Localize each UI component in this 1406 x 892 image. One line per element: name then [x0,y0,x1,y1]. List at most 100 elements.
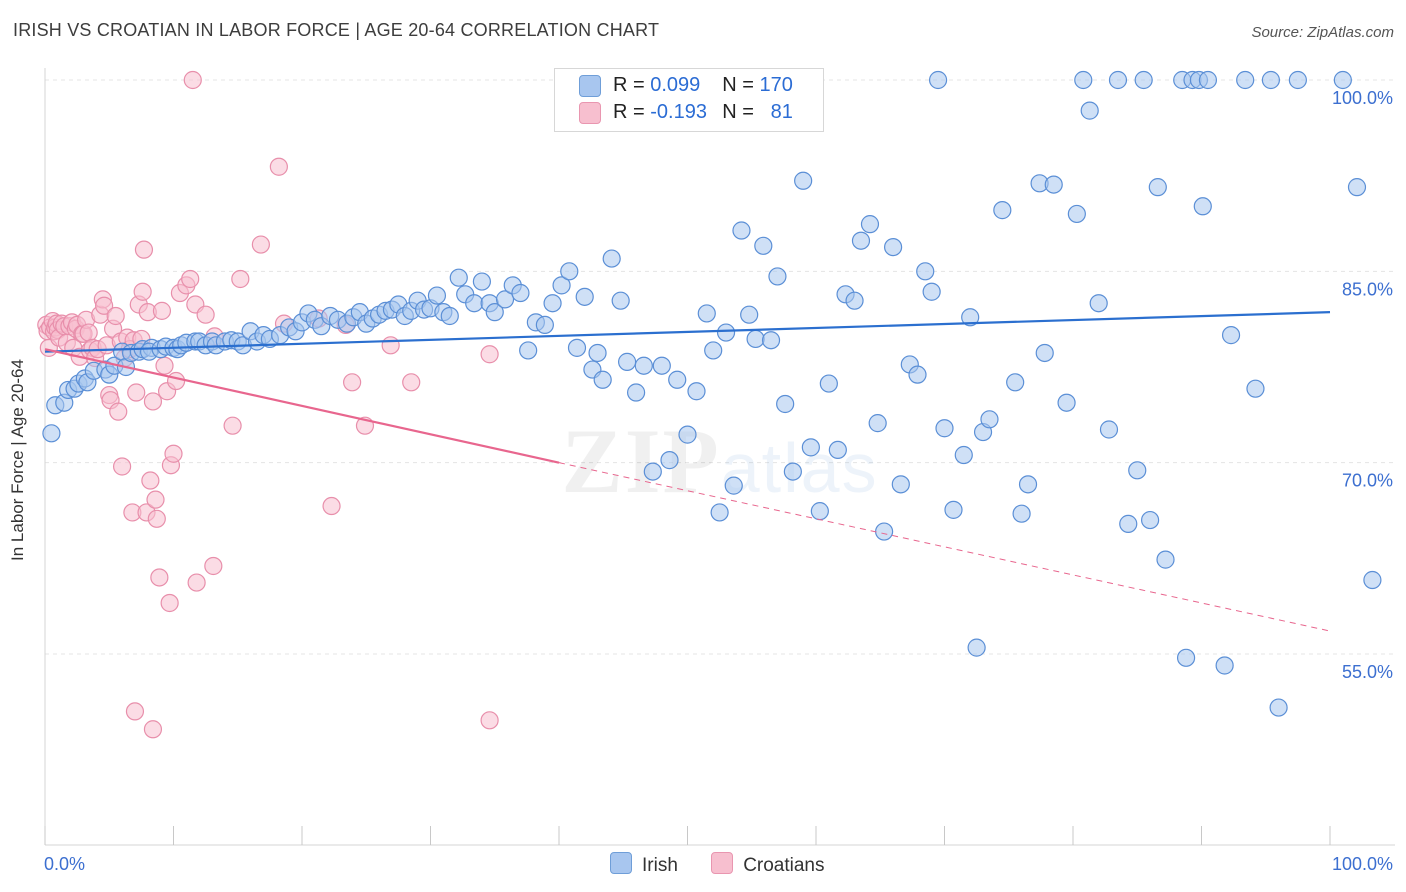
irish-point [535,315,554,335]
irish-point [449,268,468,287]
y-axis-label: In Labor Force | Age 20-64 [8,359,27,561]
irish-point [552,276,571,295]
croatians-swatch [579,101,601,124]
stats-legend: R = 0.099 N = 170 R = -0.193 N = 81 [554,68,824,132]
chart-title: IRISH VS CROATIAN IN LABOR FORCE | AGE 2… [13,20,660,40]
croatians-point [160,593,179,613]
croatians-point [183,70,202,90]
irish-point [678,425,697,444]
legend-row-irish: R = 0.099 N = 170 [579,74,793,100]
croatians-point [143,720,163,739]
irish-point [1269,698,1288,717]
irish-point [1156,550,1175,569]
irish-point [704,341,723,360]
irish-point [602,249,621,268]
croatians-point [146,490,165,509]
chart-source: Source: ZipAtlas.com [1251,24,1394,41]
irish-point [1108,70,1128,90]
irish-point [1176,648,1196,667]
irish-point [776,394,795,414]
y-tick-label: 100.0% [1332,88,1393,108]
irish-point [1363,570,1382,590]
irish-point [883,237,903,257]
croatians-point [343,373,362,392]
irish-point [875,522,894,541]
croatians-point [381,336,400,355]
irish-point [1193,197,1212,216]
irish-point [643,462,662,481]
watermark-zip: ZIP [561,410,720,512]
irish-point [697,304,716,323]
irish-point [810,502,829,521]
irish-point [593,370,612,389]
irish-point [967,638,986,657]
irish-point [1067,204,1086,224]
irish-point [1074,70,1093,90]
irish-point [472,272,491,291]
grid-lines [45,79,1395,655]
irish-points [42,70,1382,717]
irish-point [42,424,61,443]
irish-point [560,262,579,281]
croatians-trend-line [44,348,560,464]
irish-point [1246,379,1265,398]
irish-point [634,356,653,375]
croatians-point [480,345,499,364]
y-tick-label: 85.0% [1342,279,1393,299]
croatians-points [37,70,499,739]
croatians-point [127,383,146,402]
croatians-point [141,471,160,490]
y-axis-label-wrap: In Labor Force | Age 20-64 [8,359,38,561]
irish-point [495,290,515,309]
irish-point [860,215,880,234]
croatians-point [223,416,242,435]
x-tick-label-min: 0.0% [44,854,85,874]
croatians-point [109,402,128,421]
croatians-legend-label: Croatians [743,855,825,876]
irish-point [1140,510,1160,530]
x-tick-label-max: 100.0% [1332,854,1393,874]
irish-point [511,283,530,303]
irish-point [626,383,646,402]
irish-point [618,352,637,371]
y-tick-label: 55.0% [1342,662,1393,682]
irish-point [1261,70,1280,90]
irish-point [944,500,963,519]
irish-point [724,476,743,495]
irish-point [710,503,729,522]
irish-point [1215,656,1234,675]
croatians-point [166,371,186,391]
croatians-point [125,702,145,721]
croatians-point [112,457,132,476]
irish-point [868,414,887,433]
legend-row-croatians: R = -0.193 N = 81 [579,101,793,127]
tick-labels: 55.0% 70.0% 85.0% 100.0% 0.0% 100.0% [44,88,1393,874]
croatians-point [152,301,172,320]
irish-trend-line [44,311,1331,353]
irish-point [1044,175,1063,194]
irish-point [961,308,980,327]
irish-point [928,70,948,90]
irish-point [1012,504,1031,523]
irish-point [993,201,1012,220]
axes [44,68,1395,846]
croatians-point [322,496,341,516]
irish-point [588,343,607,363]
irish-point [1089,294,1108,313]
series-legend: Irish Croatians [610,852,853,877]
irish-point [754,236,773,255]
irish-point [1035,343,1054,363]
irish-point [543,294,562,313]
irish-point [819,374,838,393]
legend-n-label: N = [722,74,754,96]
irish-point [794,171,813,190]
croatians-point [480,711,499,730]
irish-point [935,419,954,438]
croatians-r-value: -0.193 [650,101,707,123]
irish-point [1128,461,1147,480]
croatians-point [150,568,169,587]
croatians-point [106,306,125,326]
croatians-point [269,157,288,176]
croatians-point [181,269,200,289]
irish-point [891,475,910,494]
